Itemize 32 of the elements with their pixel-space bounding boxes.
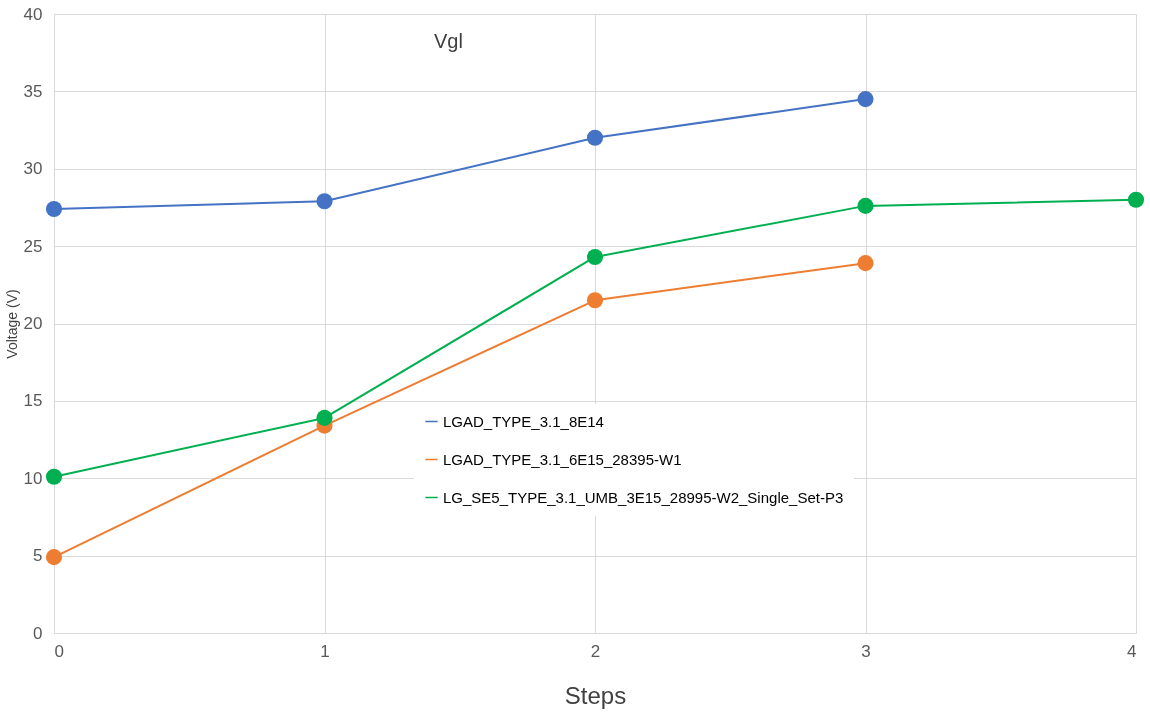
y-tick-label: 5 xyxy=(33,546,43,566)
point xyxy=(857,255,874,272)
text: Vgl xyxy=(434,30,463,52)
point xyxy=(586,248,604,265)
point xyxy=(45,549,63,566)
x-tick-label: 1 xyxy=(320,641,330,661)
point xyxy=(316,193,333,210)
y-axis-title: Voltage (V) xyxy=(3,289,20,359)
y-tick-label: 20 xyxy=(23,314,43,333)
x-tick-label: 2 xyxy=(590,641,601,661)
legend-label: LGAD_TYPE_3.1_6E15_28395-W1 xyxy=(443,450,682,468)
x-tick-label: 0 xyxy=(54,641,64,661)
point xyxy=(316,409,333,426)
point xyxy=(857,91,874,108)
point xyxy=(45,200,63,218)
x-tick-label: 3 xyxy=(861,641,871,661)
point xyxy=(586,129,604,146)
x-tick-label: 4 xyxy=(1127,641,1137,661)
y-tick-label: 35 xyxy=(23,81,43,101)
y-tick-label: 25 xyxy=(23,236,43,256)
y-tick-label: 15 xyxy=(23,391,43,411)
point xyxy=(1127,191,1145,208)
y-tick-label: 10 xyxy=(23,468,43,488)
y-tick-label: 40 xyxy=(23,4,43,24)
point xyxy=(857,197,874,214)
y-tick-label: 0 xyxy=(33,623,43,643)
legend-label: LGAD_TYPE_3.1_8E14 xyxy=(443,412,604,430)
y-tick-label: 30 xyxy=(23,159,43,179)
legend-label: LG_SE5_TYPE_3.1_UMB_3E15_28995-W2_Single_Set-P3 xyxy=(443,488,844,506)
point xyxy=(45,468,63,485)
point xyxy=(586,292,604,309)
x-axis-title: Steps xyxy=(564,681,627,709)
